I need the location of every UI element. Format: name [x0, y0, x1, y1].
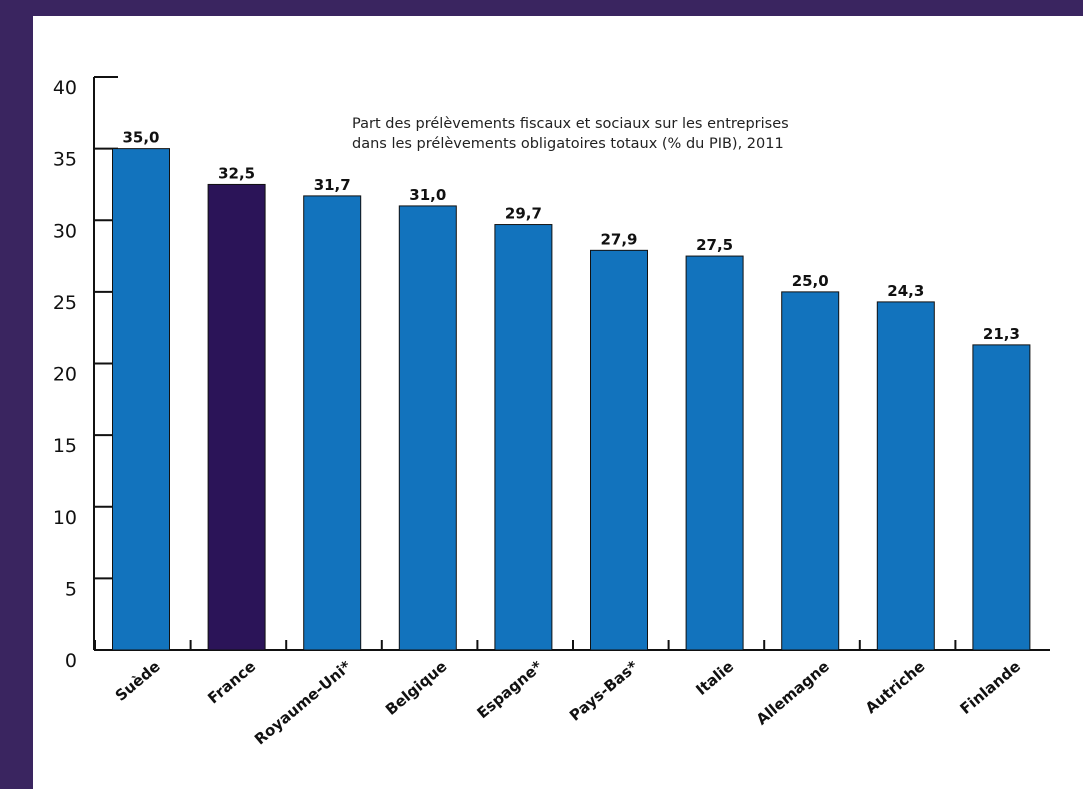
category-label: France [204, 657, 259, 707]
value-label: 35,0 [122, 129, 159, 147]
frame-border-top [0, 0, 1083, 16]
y-tick-label: 30 [53, 220, 77, 242]
value-label: 29,7 [505, 205, 542, 223]
value-label: 27,5 [696, 236, 733, 254]
value-label: 32,5 [218, 164, 255, 182]
bar-8 [876, 301, 935, 651]
bar-9 [972, 344, 1031, 651]
category-label: Suède [112, 657, 164, 705]
category-label: Espagne* [474, 657, 547, 722]
chart-title: Part des prélèvements fiscaux et sociaux… [352, 116, 789, 152]
chart-title-line-2: dans les prélèvements obligatoires totau… [352, 136, 784, 152]
value-labels: 35,0 32,5 31,7 31,0 29,7 27,9 27,5 25,0 24,3 21,3 [122, 129, 1019, 343]
y-tick-label: 15 [53, 435, 77, 457]
bar-7 [781, 291, 840, 651]
bar-3 [398, 205, 457, 651]
frame-border-left [0, 0, 33, 789]
y-axis: 0 5 10 15 20 25 30 35 40 [53, 76, 118, 672]
value-label: 24,3 [887, 282, 924, 300]
value-label: 21,3 [983, 325, 1020, 343]
bar-6 [685, 255, 744, 651]
value-label: 27,9 [600, 230, 637, 248]
chart-title-line-1: Part des prélèvements fiscaux et sociaux… [352, 116, 789, 132]
y-tick-label: 0 [65, 650, 77, 672]
category-label: Royaume-Uni* [251, 657, 355, 748]
bar-2 [303, 195, 362, 651]
y-tick-label: 20 [53, 364, 77, 386]
category-label: Pays-Bas* [566, 657, 642, 725]
bar-0 [112, 148, 170, 651]
category-label: Finlande [957, 657, 1024, 718]
category-label: Autriche [862, 657, 929, 717]
category-label: Allemagne [753, 657, 833, 728]
y-tick-label: 5 [65, 578, 77, 600]
value-label: 31,0 [409, 186, 446, 204]
y-tick-label: 10 [53, 507, 77, 529]
bar-4 [494, 224, 553, 651]
y-tick-label: 35 [53, 149, 77, 171]
value-label: 25,0 [792, 272, 829, 290]
category-label: Belgique [382, 657, 450, 718]
bar-5 [590, 249, 648, 651]
value-label: 31,7 [314, 176, 351, 194]
y-tick-label: 40 [53, 77, 77, 99]
bar-1 [207, 183, 266, 651]
y-tick-label: 25 [53, 292, 77, 314]
category-label: Italie [692, 657, 737, 699]
bars [112, 148, 1031, 651]
